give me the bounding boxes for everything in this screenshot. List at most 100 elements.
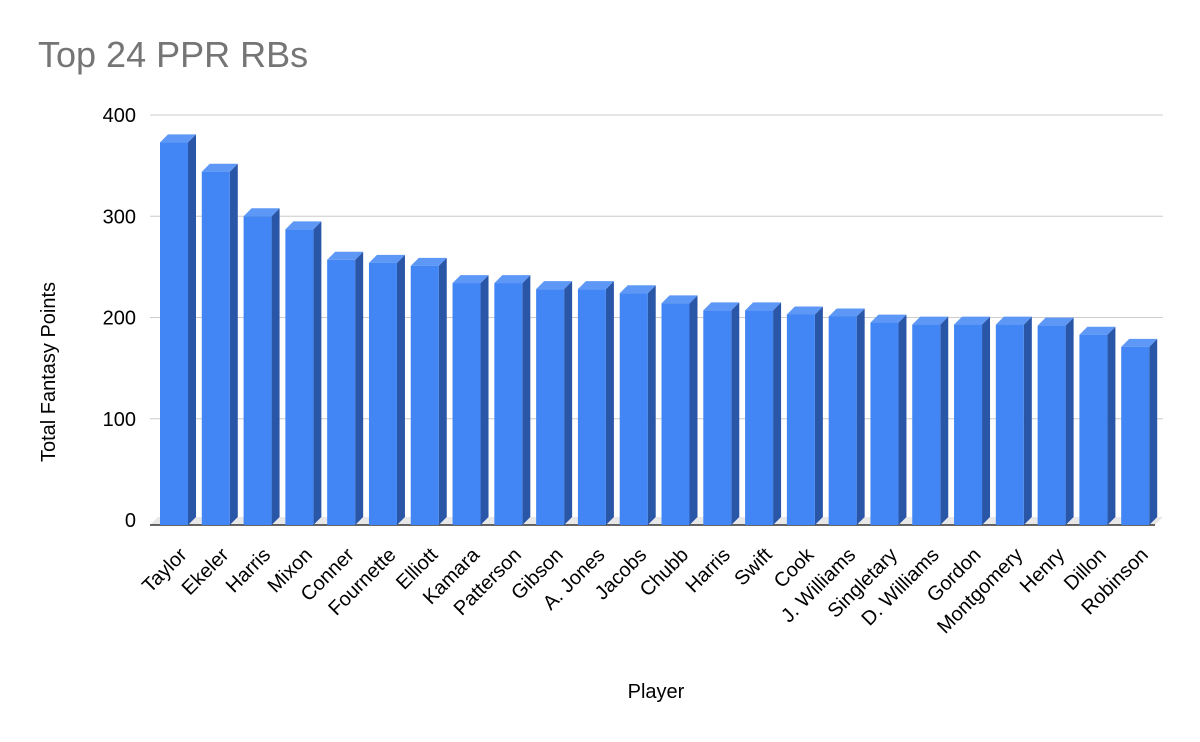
bar-front: [745, 310, 774, 525]
bar: [954, 316, 991, 525]
bar-top: [452, 275, 489, 284]
chart-floor: [150, 517, 1163, 525]
bar-top: [995, 316, 1032, 325]
bar-side: [522, 275, 531, 525]
bar: [1079, 326, 1116, 525]
bar: [870, 314, 907, 525]
bar-front: [912, 324, 941, 525]
bar-front: [619, 293, 648, 525]
bar-front: [954, 324, 983, 525]
bar-front: [786, 314, 815, 525]
bar-top: [1079, 326, 1116, 335]
bar: [995, 316, 1032, 525]
bar: [745, 302, 782, 525]
bar-side: [188, 134, 196, 525]
bar-front: [995, 324, 1024, 525]
bar-top: [745, 302, 782, 311]
x-tick-label: Harris: [222, 544, 275, 597]
bar: [410, 257, 447, 525]
bar-top: [243, 208, 280, 217]
bar-side: [898, 314, 907, 525]
bar-top: [870, 314, 907, 323]
bar-front: [327, 259, 356, 525]
bar: [661, 295, 698, 525]
bar-top: [786, 306, 823, 315]
bar: [912, 316, 949, 525]
bar-top: [912, 316, 949, 325]
bar-side: [1065, 317, 1074, 525]
bar: [577, 281, 614, 525]
bar-front: [1079, 334, 1108, 525]
y-tick-label: 200: [103, 308, 136, 330]
bar-top: [1121, 338, 1158, 347]
bar-front: [1037, 325, 1066, 525]
bar: [368, 254, 405, 525]
bar-top: [327, 251, 364, 260]
bar-top: [828, 308, 865, 317]
bar-front: [201, 171, 230, 525]
bar-front: [368, 262, 397, 525]
bar-top: [536, 281, 573, 290]
bar: [160, 134, 196, 525]
bar-side: [396, 254, 405, 525]
x-axis-ticks: TaylorEkelerHarrisMixonConnerFournetteEl…: [138, 543, 1152, 638]
bar-side: [605, 281, 614, 525]
bar-side: [731, 302, 740, 525]
bar: [619, 285, 656, 525]
x-tick-label: Swift: [730, 544, 777, 591]
bar-front: [661, 303, 690, 525]
bar-side: [564, 281, 573, 525]
bar: [536, 281, 573, 525]
bar: [494, 275, 531, 525]
bar: [452, 275, 489, 525]
bars: [160, 134, 1158, 525]
bar-front: [870, 322, 899, 525]
chart-title: Top 24 PPR RBs: [38, 34, 309, 75]
bar-side: [856, 308, 865, 525]
bar-side: [1149, 338, 1158, 525]
bar: [786, 306, 823, 525]
bar-front: [536, 289, 565, 525]
bar-top: [954, 316, 991, 325]
bar-front: [160, 142, 188, 525]
y-axis-title: Total Fantasy Points: [38, 282, 60, 462]
bar-side: [480, 275, 489, 525]
bar: [201, 163, 238, 525]
bar-top: [577, 281, 614, 290]
bar-side: [773, 302, 782, 525]
bar-top: [160, 134, 196, 143]
bar-front: [410, 265, 439, 525]
bar-side: [313, 221, 322, 525]
bar-top: [368, 254, 405, 263]
y-axis-ticks: 0 100 200 300 400: [103, 105, 136, 532]
bar: [828, 308, 865, 525]
bar: [1037, 317, 1074, 525]
bar: [285, 221, 322, 525]
bar: [243, 208, 280, 525]
bar-front: [703, 310, 732, 525]
bar-side: [271, 208, 280, 525]
y-tick-label: 300: [103, 206, 136, 228]
bar-top: [201, 163, 238, 172]
x-tick-label: Harris: [682, 544, 735, 597]
bar-side: [940, 316, 949, 525]
x-axis-title: Player: [628, 681, 685, 703]
x-tick-label: Henry: [1016, 544, 1069, 597]
bar-top: [661, 295, 698, 304]
bar-front: [1121, 346, 1150, 525]
bar-side: [229, 163, 238, 525]
bar-front: [285, 229, 314, 525]
bar-front: [828, 316, 857, 525]
bar-front: [577, 289, 606, 525]
bar: [327, 251, 364, 525]
x-tick-label: Ekeler: [178, 544, 234, 600]
y-tick-label: 400: [103, 105, 136, 127]
y-tick-label: 100: [103, 409, 136, 431]
bar: [1121, 338, 1158, 525]
bar-side: [1023, 316, 1032, 525]
bar-top: [285, 221, 322, 230]
bar-front: [452, 283, 481, 525]
bar-top: [410, 257, 447, 266]
bar: [703, 302, 740, 525]
